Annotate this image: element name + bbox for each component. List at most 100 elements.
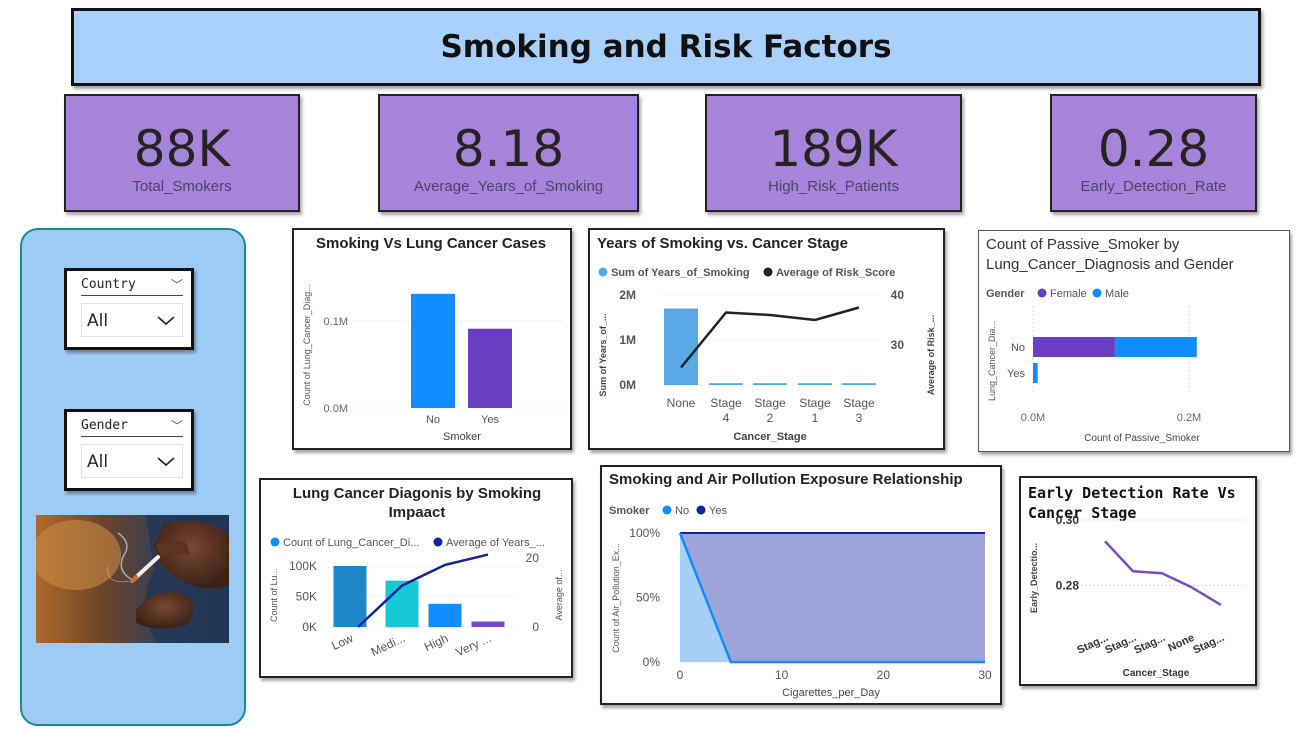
- x-tick-label: 3: [856, 411, 863, 425]
- legend-label: Female: [1050, 288, 1087, 300]
- bar: [411, 293, 455, 408]
- legend-marker: [763, 267, 773, 277]
- y-tick-label: 1M: [619, 333, 636, 347]
- series-area: [680, 533, 985, 662]
- kpi-value: 88K: [133, 120, 231, 178]
- legend-marker: [270, 537, 280, 547]
- years-vs-cancer-stage-chart[interactable]: Years of Smoking vs. Cancer Stage Sum of…: [588, 228, 945, 450]
- y-axis-label: Count of Lu...: [269, 568, 279, 622]
- y-tick-label: 2M: [619, 288, 636, 302]
- series-line: [1104, 540, 1222, 607]
- y-tick-label: 0.30: [1056, 513, 1080, 527]
- legend-label: Yes: [709, 505, 727, 517]
- legend-label: Average of Years_...: [446, 537, 545, 549]
- y-tick-label: 100%: [629, 526, 660, 540]
- y-tick-label: 0.28: [1056, 578, 1080, 592]
- y2-tick-label: 30: [891, 338, 905, 352]
- x-tick-label: Stage: [843, 396, 875, 410]
- early-detection-vs-stage-chart[interactable]: Early Detection Rate Vs Cancer Stage Ear…: [1019, 476, 1257, 686]
- legend-marker: [696, 505, 706, 515]
- kpi-value: 189K: [769, 120, 898, 178]
- bar-segment: [1033, 363, 1038, 383]
- kpi-average-years-of-smoking[interactable]: 8.18 Average_Years_of_Smoking: [378, 94, 639, 212]
- kpi-label: High_Risk_Patients: [768, 178, 899, 195]
- y-tick-label: Yes: [1007, 368, 1025, 380]
- country-selected-value: All: [87, 311, 109, 331]
- chart-title: Count of Passive_Smoker by Lung_Cancer_D…: [986, 236, 1234, 273]
- legend-label: Male: [1105, 288, 1129, 300]
- bar-segment: [1033, 363, 1034, 383]
- y-tick-label: 0.0M: [324, 403, 348, 415]
- y-tick-label: 0M: [619, 378, 636, 392]
- legend-marker: [598, 267, 608, 277]
- gender-slicer-label: Gender: [81, 418, 128, 433]
- chart-title: Lung Cancer Diagonis by Smoking Impaact: [292, 485, 542, 521]
- chart-canvas: Smoker No Yes Count of Air_Pollution_Ex.…: [609, 505, 992, 699]
- chevron-down-icon[interactable]: ﹀: [170, 278, 183, 292]
- series-line: [678, 532, 985, 664]
- bar: [471, 621, 505, 627]
- y2-axis-label: Average of...: [554, 570, 564, 621]
- kpi-high-risk-patients[interactable]: 189K High_Risk_Patients: [705, 94, 962, 212]
- smoking-hand-photo: [36, 515, 229, 643]
- kpi-early-detection-rate[interactable]: 0.28 Early_Detection_Rate: [1050, 94, 1257, 212]
- series-area: [680, 533, 985, 662]
- chart-title: Years of Smoking vs. Cancer Stage: [597, 235, 848, 252]
- y2-axis-label: Average of Risk_...: [926, 315, 936, 395]
- passive-smoker-chart[interactable]: Count of Passive_Smoker by Lung_Cancer_D…: [978, 230, 1290, 452]
- kpi-value: 8.18: [452, 120, 565, 178]
- x-tick-label: None: [1166, 632, 1196, 654]
- chevron-down-icon[interactable]: [156, 304, 176, 350]
- y2-tick-label: 40: [891, 288, 905, 302]
- x-tick-label: Stage: [754, 396, 786, 410]
- x-tick-label: 0: [677, 668, 684, 682]
- x-tick-label: 4: [723, 411, 730, 425]
- y-axis-label: Count of Air_Pollution_Ex...: [611, 543, 621, 653]
- bar: [385, 580, 419, 627]
- bar: [753, 383, 787, 385]
- chevron-down-icon[interactable]: [156, 445, 176, 491]
- x-tick-label: Stag...: [1132, 632, 1167, 657]
- legend-marker: [1092, 288, 1102, 298]
- dashboard-title-bar: Smoking and Risk Factors: [71, 8, 1261, 86]
- country-slicer-header[interactable]: Country ﹀: [81, 277, 183, 296]
- diagnosis-by-smoking-impact-chart[interactable]: Lung Cancer Diagonis by Smoking Impaact …: [259, 478, 573, 678]
- legend-label: Average of Risk_Score: [776, 267, 895, 279]
- kpi-label: Total_Smokers: [132, 178, 232, 195]
- x-tick-label: 2: [767, 411, 774, 425]
- country-dropdown[interactable]: All: [81, 303, 183, 337]
- bar-segment: [1114, 337, 1197, 357]
- air-pollution-exposure-chart[interactable]: Smoking and Air Pollution Exposure Relat…: [600, 465, 1002, 705]
- y-tick-label: 0.1M: [324, 316, 348, 328]
- y2-tick-label: 0: [532, 620, 539, 634]
- x-tick-label: 10: [775, 668, 789, 682]
- kpi-total-smokers[interactable]: 88K Total_Smokers: [64, 94, 300, 212]
- x-axis-label: Cigarettes_per_Day: [782, 687, 880, 699]
- legend-marker: [662, 505, 672, 515]
- x-tick-label: 20: [877, 668, 891, 682]
- bar: [709, 383, 743, 385]
- chevron-down-icon[interactable]: ﹀: [170, 419, 183, 433]
- bar-segment: [1033, 337, 1115, 357]
- legend-title: Smoker: [609, 505, 650, 517]
- country-slicer[interactable]: Country ﹀ All: [64, 268, 194, 350]
- gender-slicer-header[interactable]: Gender ﹀: [81, 418, 183, 437]
- x-tick-label: Stag...: [1191, 632, 1226, 657]
- x-tick-label: None: [667, 396, 696, 410]
- x-tick-label: 0.2M: [1177, 412, 1201, 424]
- gender-dropdown[interactable]: All: [81, 444, 183, 478]
- x-axis-label: Count of Passive_Smoker: [1084, 433, 1200, 444]
- chart-title: Smoking Vs Lung Cancer Cases: [316, 235, 547, 252]
- smoking-vs-lung-cancer-chart[interactable]: Smoking Vs Lung Cancer Cases Count of Lu…: [292, 228, 572, 450]
- chart-canvas: Count of Lung_Cancer_Di... Average of Ye…: [269, 537, 564, 660]
- bar: [798, 383, 832, 385]
- country-slicer-label: Country: [81, 277, 136, 292]
- x-tick-label: Yes: [481, 414, 499, 426]
- series-line: [680, 306, 860, 369]
- x-tick-label: High: [422, 631, 450, 654]
- legend-label: Count of Lung_Cancer_Di...: [283, 537, 419, 549]
- x-tick-label: 0.0M: [1021, 412, 1045, 424]
- gender-slicer[interactable]: Gender ﹀ All: [64, 409, 194, 491]
- x-tick-label: Very ...: [453, 631, 493, 659]
- x-tick-label: 30: [978, 668, 992, 682]
